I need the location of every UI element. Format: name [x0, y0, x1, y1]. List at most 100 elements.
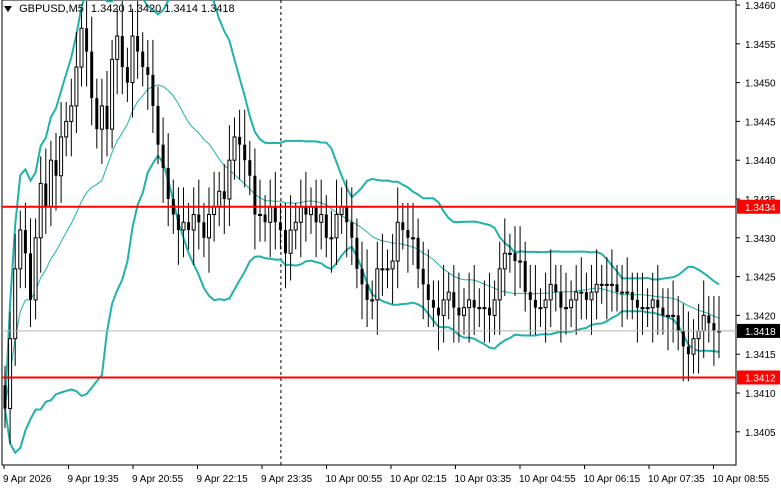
candle-body-up	[604, 283, 609, 286]
candle-body-down	[488, 307, 491, 316]
candle-body-down	[23, 230, 27, 254]
candle-body-up	[59, 136, 64, 177]
current-price-label: 1.3418	[745, 327, 776, 338]
candle-body-down	[615, 284, 619, 293]
candle-body-down	[314, 206, 318, 223]
candle-body-down	[141, 51, 145, 68]
candle-body-up	[620, 291, 625, 294]
candle-body-up	[395, 221, 400, 262]
candle-body-down	[686, 346, 690, 355]
candle-body-down	[431, 299, 435, 308]
candle-body-up	[293, 221, 298, 231]
candle-body-up	[339, 206, 344, 216]
current-price-tag	[737, 323, 780, 338]
candle-body-down	[584, 292, 588, 300]
candle-body-up	[446, 291, 451, 301]
candle-body-up	[589, 291, 594, 301]
candle-body-down	[161, 144, 165, 168]
candle-body-down	[406, 230, 410, 238]
candle-body-up	[701, 314, 706, 332]
x-tick-label: 10 Apr 03:35	[455, 474, 512, 485]
y-tick-label: 1.3420	[745, 311, 776, 322]
candle-body-down	[401, 222, 405, 231]
y-tick-label: 1.3425	[745, 273, 776, 284]
candle-body-down	[44, 183, 48, 207]
candle-body-down	[273, 206, 277, 223]
candle-body-up	[33, 237, 38, 301]
candle-body-up	[666, 314, 670, 317]
plot-area[interactable]	[1, 0, 737, 466]
candle-body-up	[329, 237, 334, 240]
candle-body-up	[609, 283, 614, 286]
candle-body-up	[130, 35, 135, 84]
candle-body-up	[640, 307, 645, 310]
middle-band	[4, 84, 720, 409]
x-tick-label: 10 Apr 00:55	[326, 474, 383, 485]
candle-body-down	[54, 160, 58, 176]
candle-body-down	[85, 28, 89, 52]
candle-body-down	[136, 36, 140, 52]
candle-body-up	[569, 299, 574, 309]
x-tick-label: 10 Apr 08:55	[713, 474, 770, 485]
candle-body-down	[707, 315, 711, 324]
candle-body-down	[437, 307, 440, 316]
candle-body-up	[579, 291, 584, 294]
candle-body-down	[559, 292, 563, 308]
candle-body-down	[513, 253, 517, 262]
candle-body-down	[146, 67, 150, 75]
candle-body-up	[110, 58, 115, 130]
candle-body-up	[74, 66, 79, 107]
candle-body-down	[176, 214, 180, 231]
candle-body-up	[309, 206, 313, 216]
candle-body-up	[268, 206, 273, 223]
candle-body-down	[95, 98, 99, 130]
candle-body-up	[181, 221, 186, 231]
horizontal-level-tag	[737, 199, 780, 214]
candle-body-down	[248, 160, 252, 176]
candle-body-up	[538, 307, 543, 310]
x-tick-label: 9 Apr 23:35	[261, 474, 313, 485]
candle-body-up	[462, 307, 466, 316]
candle-body-up	[207, 214, 211, 239]
candle-body-down	[253, 175, 257, 215]
candle-body-down	[355, 237, 359, 269]
candle-body-up	[548, 283, 553, 301]
candle-body-up	[507, 252, 512, 255]
candle-body-up	[574, 291, 579, 301]
candle-body-down	[661, 307, 665, 316]
candle-body-up	[594, 283, 599, 293]
candle-body-down	[681, 330, 685, 347]
candle-body-up	[492, 299, 497, 316]
y-tick-label: 1.3450	[745, 79, 776, 90]
candle-body-up	[48, 159, 53, 208]
candle-body-up	[543, 299, 548, 309]
upper-band	[4, 0, 720, 409]
candle-body-up	[502, 252, 507, 270]
y-tick-label: 1.3410	[745, 389, 776, 400]
candle-body-up	[650, 299, 655, 309]
y-tick-label: 1.3445	[745, 117, 776, 128]
candle-body-down	[197, 214, 201, 223]
candle-body-up	[625, 291, 630, 294]
symbol-header: GBPUSD,M5 1.3420 1.3420 1.3414 1.3418	[4, 3, 235, 15]
candle-body-up	[115, 35, 120, 60]
candle-body-up	[79, 27, 84, 68]
horizontal-level-label: 1.3412	[745, 373, 776, 384]
candle-body-down	[222, 191, 226, 199]
candle-body-down	[304, 206, 308, 215]
candle-body-up	[298, 206, 303, 223]
candle-body-up	[467, 299, 472, 309]
candle-body-up	[564, 307, 568, 310]
candle-body-down	[3, 385, 7, 409]
x-tick-label: 9 Apr 20:55	[132, 474, 184, 485]
candle-body-down	[452, 292, 456, 308]
horizontal-level-tag	[737, 370, 780, 385]
candle-body-up	[696, 330, 701, 340]
candle-body-down	[416, 237, 420, 269]
y-tick-label: 1.3455	[745, 40, 776, 51]
symbol-menu-icon[interactable]	[4, 6, 12, 13]
y-tick-label: 1.3460	[745, 1, 776, 12]
candle-body-up	[191, 214, 196, 231]
